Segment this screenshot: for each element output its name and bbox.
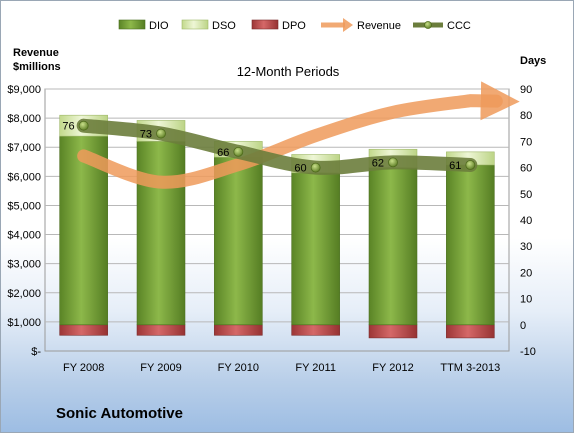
bar-dio (291, 172, 340, 326)
revenue-line (77, 81, 520, 189)
ccc-data-label: 62 (372, 157, 384, 169)
x-tick-label: FY 2012 (372, 362, 413, 374)
x-tick-label: TTM 3-2013 (440, 362, 500, 374)
ccc-layer: 76 73 66 60 62 61 (62, 118, 478, 175)
ccc-data-label: 73 (140, 129, 152, 141)
right-tick-label: -10 (520, 346, 536, 358)
left-tick-label: $8,000 (7, 113, 41, 125)
right-tick-label: 90 (520, 84, 532, 96)
x-tick-label: FY 2009 (140, 362, 181, 374)
ccc-point (156, 128, 166, 139)
right-tick-label: 40 (520, 215, 532, 227)
legend-label-dpo: DPO (282, 20, 306, 32)
ccc-point (233, 146, 244, 157)
ccc-point (465, 160, 476, 170)
bar-dpo (214, 324, 263, 336)
ccc-data-label: 66 (217, 147, 229, 159)
ccc-line (76, 118, 478, 175)
right-tick-label: 80 (520, 110, 532, 122)
right-tick-label: 60 (520, 163, 532, 175)
legend-label-dso: DSO (212, 20, 236, 32)
company-name: Sonic Automotive (56, 405, 183, 422)
right-tick-label: 30 (520, 241, 532, 253)
bar-dpo (446, 324, 495, 339)
left-axis-ticks: $- $1,000 $2,000 $3,000 $4,000 $5,000 $6,000 $7… (7, 84, 41, 358)
x-axis-ticks: FY 2008 FY 2009 FY 2010 FY 2011 FY 2012 TTM 3… (63, 362, 500, 374)
left-axis-label-line1: Revenue (13, 47, 59, 59)
ccc-point (78, 120, 89, 131)
ccc-data-label: 76 (62, 121, 74, 133)
left-tick-label: $6,000 (7, 171, 41, 183)
right-tick-label: 50 (520, 189, 532, 201)
left-tick-label: $1,000 (7, 317, 41, 329)
right-tick-label: 70 (520, 136, 532, 148)
left-tick-label: $4,000 (7, 230, 41, 242)
right-axis-ticks: -10 0 10 20 30 40 50 60 70 80 90 (520, 84, 536, 358)
left-tick-label: $9,000 (7, 84, 41, 96)
bar-dpo (59, 324, 108, 336)
legend-label-ccc: CCC (447, 20, 471, 32)
legend-swatch-dpo (251, 19, 279, 30)
legend-swatch-dio (118, 19, 146, 30)
ccc-data-label: 61 (449, 160, 461, 172)
left-tick-label: $2,000 (7, 288, 41, 300)
legend: DIO DSO DPO Revenue CCC (118, 18, 471, 32)
bar-dio (446, 164, 495, 326)
left-tick-label: $- (31, 346, 41, 358)
bar-dio (136, 141, 186, 326)
ccc-data-label: 60 (294, 163, 306, 175)
legend-label-dio: DIO (149, 20, 169, 32)
right-tick-label: 0 (520, 320, 526, 332)
revenue-layer (77, 81, 520, 189)
left-tick-label: $7,000 (7, 142, 41, 154)
x-tick-label: FY 2008 (63, 362, 104, 374)
bar-dio (368, 167, 418, 326)
x-tick-label: FY 2010 (218, 362, 259, 374)
legend-arrowhead-revenue (343, 18, 353, 32)
bar-dpo (368, 324, 418, 339)
bar-dpo (291, 324, 340, 336)
right-tick-label: 10 (520, 294, 532, 306)
bar-dpo (136, 324, 186, 336)
right-axis-label: Days (520, 55, 546, 67)
left-axis-label-line2: $millions (13, 61, 61, 73)
left-tick-label: $5,000 (7, 200, 41, 212)
left-tick-label: $3,000 (7, 259, 41, 271)
bars-group (59, 114, 495, 339)
right-tick-label: 20 (520, 267, 532, 279)
ccc-point (388, 157, 398, 168)
ccc-point (310, 162, 321, 173)
x-tick-label: FY 2011 (295, 362, 336, 374)
legend-swatch-dso (181, 19, 209, 30)
gridlines (45, 88, 509, 323)
bar-dio (214, 156, 263, 326)
chart-title: 12-Month Periods (237, 64, 340, 79)
legend-marker-ccc (424, 21, 432, 29)
legend-label-revenue: Revenue (357, 20, 401, 32)
